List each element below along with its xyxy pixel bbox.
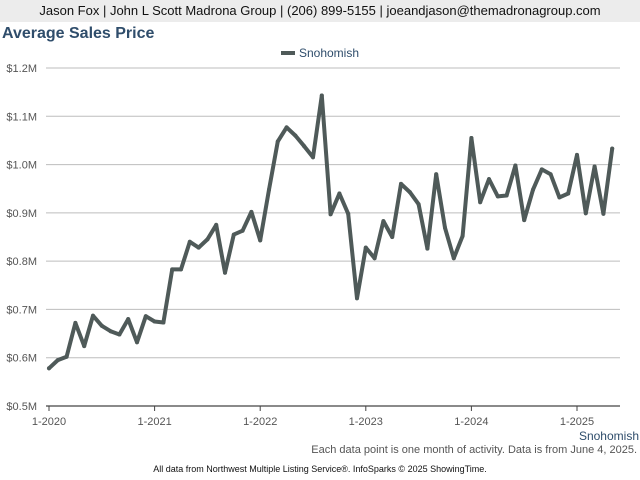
data-point	[47, 366, 51, 371]
data-note: Each data point is one month of activity…	[311, 444, 637, 456]
data-point	[425, 246, 430, 251]
data-point	[135, 340, 139, 345]
data-source: All data from Northwest Multiple Listing…	[153, 464, 487, 474]
data-point	[399, 181, 403, 186]
data-point	[575, 152, 579, 157]
data-point	[610, 146, 615, 151]
x-tick-label: 1-2024	[454, 416, 488, 428]
data-point	[346, 211, 351, 216]
data-point	[99, 323, 104, 328]
y-tick-label: $1.0M	[6, 160, 37, 172]
data-point	[460, 234, 465, 238]
data-point	[557, 195, 562, 200]
data-point	[214, 222, 219, 227]
data-point	[258, 238, 263, 243]
data-point	[170, 267, 175, 272]
data-point	[407, 190, 412, 195]
data-point	[434, 172, 439, 177]
data-point	[249, 209, 254, 214]
data-point	[372, 256, 377, 261]
data-point	[126, 317, 131, 322]
data-point	[196, 245, 201, 250]
y-tick-label: $1.1M	[6, 111, 37, 123]
data-point	[187, 239, 192, 244]
data-point	[302, 144, 307, 149]
data-point	[108, 329, 113, 334]
data-point	[223, 270, 227, 275]
data-point	[469, 136, 474, 140]
data-point	[311, 155, 315, 160]
data-point	[293, 133, 298, 138]
legend[interactable]: Snohomish	[0, 46, 640, 60]
series-line-snohomish	[47, 93, 615, 371]
data-point	[390, 235, 395, 239]
data-point	[73, 320, 78, 325]
data-point	[205, 237, 210, 242]
data-point	[451, 256, 456, 261]
y-tick-label: $0.5M	[6, 401, 37, 413]
data-point	[117, 332, 122, 337]
data-point	[337, 191, 342, 196]
data-point	[513, 163, 518, 168]
y-tick-label: $0.9M	[6, 208, 37, 220]
y-tick-label: $0.7M	[6, 304, 37, 316]
data-point	[548, 172, 553, 177]
header-bar: Jason Fox | John L Scott Madrona Group |…	[0, 0, 640, 22]
data-point	[478, 200, 483, 205]
data-point	[284, 125, 289, 130]
data-point	[143, 314, 148, 319]
legend-swatch	[280, 50, 295, 55]
data-point	[275, 139, 280, 144]
data-point	[583, 211, 588, 216]
data-point	[152, 319, 157, 324]
data-point	[495, 194, 500, 199]
x-tick-label: 1-2022	[243, 416, 277, 428]
data-point	[601, 211, 606, 216]
data-point	[531, 187, 535, 192]
data-point	[82, 344, 87, 349]
data-point	[522, 218, 527, 223]
data-point	[355, 296, 359, 301]
data-point	[443, 225, 447, 230]
data-point	[416, 202, 421, 207]
data-point	[539, 167, 544, 172]
x-tick-label: 1-2021	[137, 416, 171, 428]
data-point	[179, 267, 183, 272]
data-point	[381, 219, 386, 224]
y-tick-label: $1.2M	[6, 63, 37, 75]
data-point	[363, 245, 368, 250]
data-point	[504, 193, 509, 198]
chart-title: Average Sales Price	[2, 25, 155, 42]
x-tick-label: 1-2025	[560, 416, 594, 428]
data-point	[91, 313, 95, 318]
data-point	[566, 191, 571, 196]
header-text: Jason Fox | John L Scott Madrona Group |…	[39, 3, 601, 18]
data-point	[487, 177, 491, 182]
data-point	[231, 232, 236, 237]
x-tick-label: 1-2020	[32, 416, 66, 428]
y-tick-label: $0.8M	[6, 256, 37, 268]
legend-label: Snohomish	[298, 46, 360, 60]
data-point	[592, 164, 597, 169]
x-axis-label: Snohomish	[579, 429, 639, 443]
data-point	[319, 93, 324, 98]
data-point	[240, 228, 245, 233]
data-point	[328, 212, 333, 217]
data-point	[64, 354, 69, 359]
data-point	[55, 358, 60, 363]
y-tick-label: $0.6M	[6, 353, 37, 365]
data-point	[161, 320, 166, 325]
x-tick-label: 1-2023	[349, 416, 383, 428]
data-point	[267, 187, 271, 192]
